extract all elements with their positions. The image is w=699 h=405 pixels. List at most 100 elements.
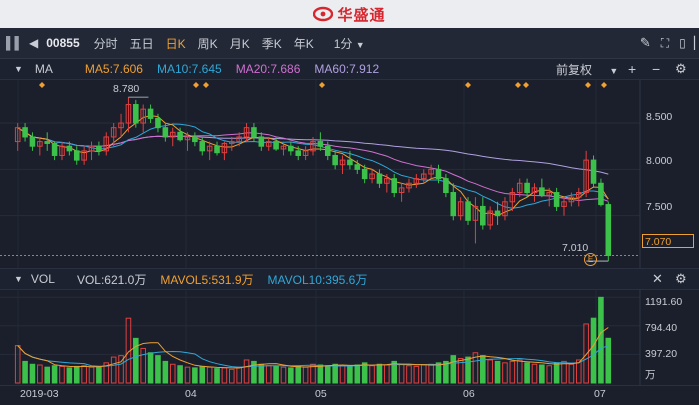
volume-bar bbox=[243, 359, 250, 384]
volume-bar bbox=[162, 360, 169, 384]
volume-bar bbox=[391, 360, 397, 384]
time-axis-label: 05 bbox=[315, 388, 327, 400]
candle-body bbox=[22, 127, 28, 138]
minus-icon[interactable]: − bbox=[652, 61, 661, 77]
mavol10-value: MAVOL10:395.6万 bbox=[267, 272, 368, 287]
volume-bar bbox=[546, 365, 553, 384]
candle-body bbox=[147, 108, 154, 119]
high-price-label: 8.780 bbox=[113, 83, 140, 95]
event-badge[interactable]: E bbox=[584, 253, 597, 266]
period-tab[interactable]: 季K bbox=[261, 36, 282, 51]
candle-body bbox=[273, 141, 279, 150]
price-axis-label: 8.000 bbox=[646, 155, 673, 167]
volume-bar bbox=[199, 365, 206, 384]
fullscreen-icon[interactable]: ⛶ bbox=[660, 35, 670, 50]
volume-bar bbox=[332, 363, 338, 384]
candle-body bbox=[324, 145, 331, 156]
minute-select[interactable]: 1分 ▼ bbox=[328, 35, 371, 52]
volume-bar bbox=[450, 355, 457, 384]
volume-bar bbox=[140, 347, 146, 384]
volume-bar bbox=[177, 365, 183, 384]
period-tab-active[interactable]: 日K bbox=[165, 36, 186, 51]
volume-bar bbox=[273, 365, 279, 384]
period-tab[interactable]: 分时 bbox=[93, 36, 118, 51]
candle-body bbox=[428, 168, 434, 175]
title-bar: 华盛通 bbox=[0, 0, 699, 28]
candle-body bbox=[66, 145, 73, 152]
settings-icon[interactable]: ⚙ bbox=[675, 61, 687, 76]
candle-body bbox=[251, 127, 257, 138]
volume-bar bbox=[295, 365, 302, 384]
add-indicator-icon[interactable]: + bbox=[628, 61, 637, 77]
candle-body bbox=[29, 136, 36, 147]
volume-bar bbox=[443, 360, 449, 384]
candle-body bbox=[51, 142, 58, 156]
vol-indicator-label[interactable]: VOL bbox=[30, 272, 55, 286]
candle-body bbox=[88, 145, 95, 152]
candle-body bbox=[546, 192, 553, 196]
collapse-left-icon[interactable]: ◀ bbox=[29, 36, 39, 50]
collapse-main-icon[interactable]: ▼ bbox=[14, 64, 23, 74]
candle-body bbox=[317, 141, 324, 147]
candle-body bbox=[310, 141, 316, 152]
candle-body bbox=[258, 136, 265, 147]
vol-value: VOL:621.0万 bbox=[76, 272, 147, 287]
volume-unit-label: 万 bbox=[645, 369, 656, 381]
event-marker bbox=[515, 82, 521, 88]
period-tab[interactable]: 周K bbox=[197, 36, 218, 51]
settings-icon[interactable]: ⚙ bbox=[675, 271, 687, 286]
candle-body bbox=[391, 178, 397, 194]
candle-body bbox=[169, 131, 176, 138]
candle-body bbox=[243, 127, 250, 138]
candle-body bbox=[435, 168, 442, 180]
volume-bar bbox=[575, 359, 582, 384]
close-icon[interactable]: ✕ bbox=[652, 271, 663, 286]
volume-bar bbox=[59, 365, 65, 384]
period-tab[interactable]: 月K bbox=[229, 36, 250, 51]
volume-bar bbox=[324, 365, 331, 384]
chevron-down-icon: ▼ bbox=[355, 39, 365, 50]
candle-body bbox=[265, 141, 272, 147]
adjust-select[interactable]: 前复权 ▼ bbox=[556, 61, 632, 78]
candle-body bbox=[413, 178, 420, 184]
candle-body bbox=[472, 205, 479, 221]
volume-bar bbox=[169, 363, 176, 384]
volume-bar bbox=[487, 359, 493, 384]
ma10-value: MA10:7.645 bbox=[156, 62, 222, 76]
volume-bar bbox=[51, 365, 58, 384]
volume-bar bbox=[531, 363, 538, 384]
volume-bar bbox=[133, 337, 139, 384]
volume-bar bbox=[192, 367, 198, 384]
volume-bar bbox=[147, 352, 154, 384]
volume-bar bbox=[369, 365, 375, 384]
candle-body bbox=[524, 182, 530, 194]
period-tab[interactable]: 五日 bbox=[129, 36, 154, 51]
candlestick-chart[interactable] bbox=[0, 80, 699, 268]
candle-body bbox=[140, 108, 146, 124]
volume-bar bbox=[184, 366, 191, 384]
collapse-vol-icon[interactable]: ▼ bbox=[14, 274, 23, 284]
candle-body bbox=[162, 127, 169, 138]
volume-bar bbox=[598, 296, 604, 384]
minute-select-value: 1分 bbox=[333, 36, 353, 51]
panel-toggle-icon[interactable]: ▯▕ bbox=[679, 36, 695, 50]
ma-indicator-label[interactable]: MA bbox=[34, 62, 53, 76]
candle-body bbox=[443, 178, 449, 194]
mavol5-line bbox=[17, 327, 609, 369]
candle-body bbox=[81, 150, 87, 161]
ma20-value: MA20:7.686 bbox=[235, 62, 301, 76]
pen-icon[interactable]: ✎ bbox=[639, 35, 651, 50]
volume-axis-label: 397.20 bbox=[645, 348, 678, 360]
volume-bar bbox=[310, 363, 316, 384]
volume-chart[interactable] bbox=[0, 289, 699, 385]
volume-bar bbox=[465, 356, 471, 384]
low-price-label: 7.010 bbox=[562, 242, 589, 254]
period-tab[interactable]: 年K bbox=[293, 36, 314, 51]
drag-handle-icon[interactable]: ▌▌ bbox=[6, 36, 24, 50]
volume-bar bbox=[66, 367, 73, 384]
event-marker bbox=[39, 82, 45, 88]
adjust-value: 前复权 bbox=[556, 62, 593, 77]
volume-bar bbox=[605, 337, 612, 384]
volume-bar bbox=[361, 362, 368, 384]
